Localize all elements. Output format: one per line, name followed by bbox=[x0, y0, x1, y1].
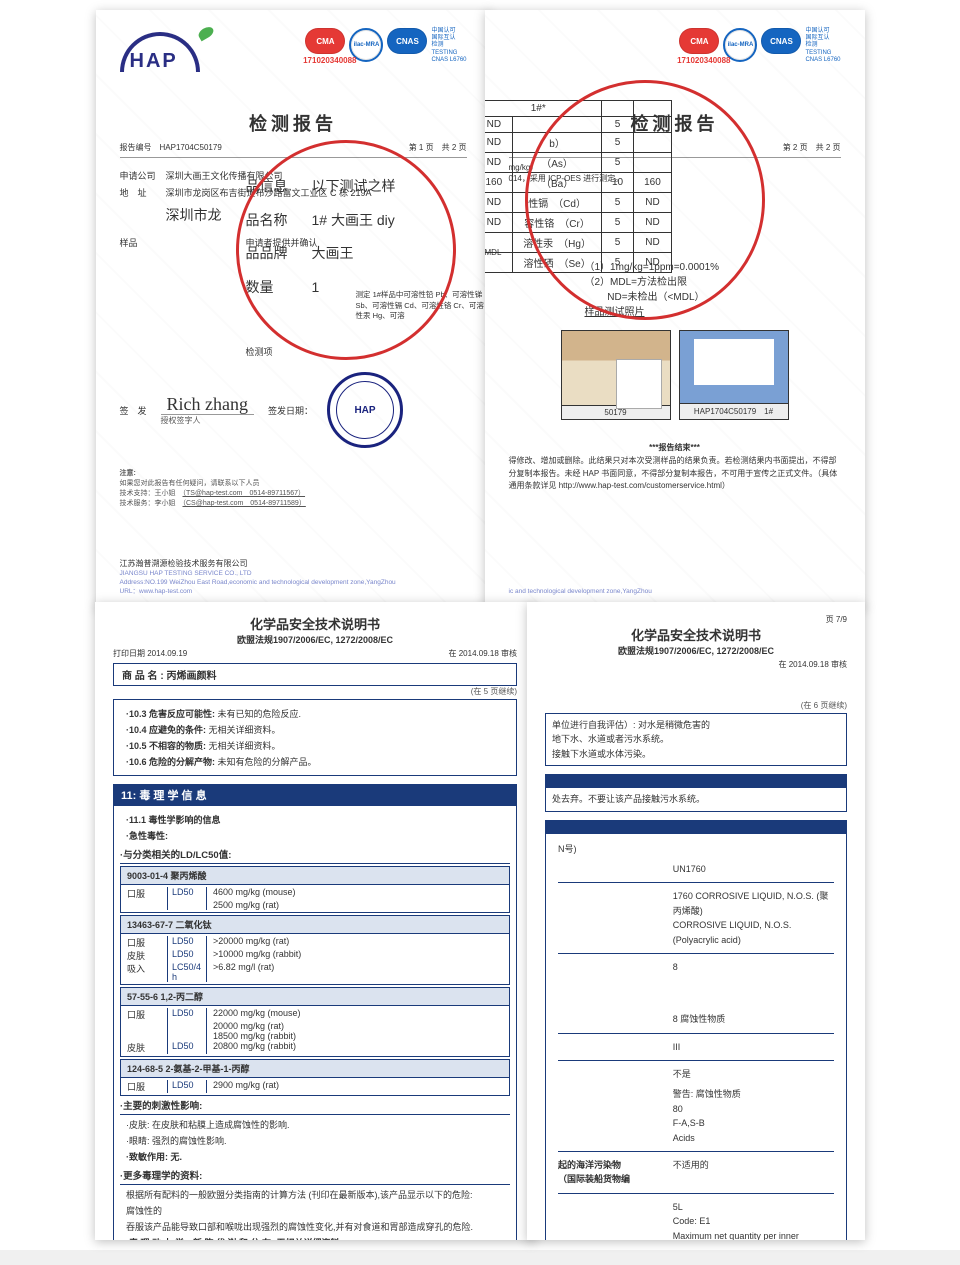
report-page-1: HAP CMA ilac-MRA CNAS 中国认可 国际互认 检测 TESTI… bbox=[96, 10, 491, 608]
signature: Rich zhang bbox=[161, 394, 254, 415]
page-indicator: 第 2 页 共 2 页 bbox=[783, 142, 841, 153]
msds-page-right: 页 7/9 化学品安全技术说明书 欧盟法规1907/2006/EC, 1272/… bbox=[527, 602, 865, 1240]
review-date: 在 2014.09.18 审核 bbox=[779, 659, 847, 670]
cma-badge: CMA bbox=[305, 28, 345, 54]
section-bar bbox=[545, 820, 847, 834]
signature-row: 签 发 Rich zhang 授权签字人 签发日期： HAP bbox=[120, 372, 467, 448]
msds-sub: 欧盟法规1907/2006/EC, 1272/2008/EC bbox=[545, 644, 847, 657]
ldlc-header: ·与分类相关的LD/LC50值: bbox=[120, 845, 510, 864]
mdl-label: MDL bbox=[485, 248, 502, 257]
end-note: ***报告结束*** 得修改、增加或删除。此结果只对本次受测样品的结果负责。若检… bbox=[509, 442, 841, 493]
product-bar: 商 品 名 : 丙烯画颜料 bbox=[113, 663, 517, 686]
footer-block: 江苏瀚普溯源检验技术服务有限公司 JIANGSU HAP TESTING SER… bbox=[120, 558, 467, 596]
cas-57-55-6: 57-55-6 1,2-丙二醇 口服LD5022000 mg/kg (mouse… bbox=[120, 987, 510, 1057]
report-notes: 注意: 如果您对此报告有任何疑问，请联系以下人员 技术支持：王小姐 （TS@ha… bbox=[120, 468, 467, 508]
accred-number: 171020340088 bbox=[303, 56, 356, 65]
page-indicator: 第 1 页 共 2 页 bbox=[409, 142, 467, 153]
page-cont-6: (在 6 页继续) bbox=[545, 700, 847, 711]
accred-number: 171020340088 bbox=[677, 56, 730, 65]
report-title: 检测报告 bbox=[120, 110, 467, 136]
print-date: 打印日期 2014.09.19 bbox=[113, 648, 187, 659]
cas-13463-67-7: 13463-67-7 二氧化钛 口服LD50>20000 mg/kg (rat)… bbox=[120, 915, 510, 985]
review-date: 在 2014.09.18 审核 bbox=[449, 648, 517, 659]
legend: （1）1mg/kg=1ppm=0.0001% （2）MDL=方法检出限 ND=未… bbox=[585, 260, 720, 320]
sign-caption: 授权签字人 bbox=[161, 416, 201, 425]
magnified-info: 品信息以下测试之样 品名称1# 大画王 diy 品品牌大画王 数量1 bbox=[246, 170, 466, 304]
page-number: 页 7/9 bbox=[545, 614, 847, 625]
hap-logo: HAP bbox=[120, 32, 208, 80]
page-cont-5: (在 5 页继续) bbox=[113, 686, 517, 697]
test-desc: 测定 1#样品中可溶性铅 Pb、可溶性锑 Sb、可溶性镉 Cd、可溶性铬 Cr、… bbox=[356, 290, 486, 322]
msds-title: 化学品安全技术说明书 bbox=[113, 614, 517, 633]
cas-9003-01-4: 9003-01-4 聚丙烯酸 口服LD504600 mg/kg (mouse) … bbox=[120, 866, 510, 913]
eco-block: 单位进行自我评估）: 对水是稍微危害的 地下水、水道或者污水系统。 接触下水道或… bbox=[545, 713, 847, 766]
photo-1: 50179 bbox=[561, 330, 671, 420]
sign-label: 签 发 bbox=[120, 404, 147, 417]
transport-table: N号) UN1760 1760 CORROSIVE LIQUID, N.O.S.… bbox=[552, 838, 840, 1240]
cas-124-68-5: 124-68-5 2-氨基-2-甲基-1-丙醇 口服LD502900 mg/kg… bbox=[120, 1059, 510, 1096]
section-11-title: 11: 毒 理 学 信 息 bbox=[113, 784, 517, 806]
results-table: 1#* ND5 NDb）5 ND（As）5 160（Ba）10160 ND性镉 … bbox=[485, 100, 672, 273]
report-page-2: CMA ilac-MRA CNAS 中国认可 国际互认 检测 TESTING C… bbox=[485, 10, 865, 608]
addr-label: 地 址 bbox=[120, 185, 166, 202]
photo-2: HAP1704C50179 1# bbox=[679, 330, 789, 420]
cert-text: 中国认可 国际互认 检测 TESTING CNAS L6760 bbox=[431, 28, 466, 64]
sample-photos: 50179 HAP1704C50179 1# bbox=[561, 330, 789, 420]
section-bar bbox=[545, 774, 847, 788]
cma-badge: CMA bbox=[679, 28, 719, 54]
msds-page-left: 化学品安全技术说明书 欧盟法规1907/2006/EC, 1272/2008/E… bbox=[95, 602, 535, 1240]
date-label: 签发日期： bbox=[268, 404, 313, 417]
report-no: HAP1704C50179 bbox=[160, 143, 222, 152]
hap-stamp-icon: HAP bbox=[327, 372, 403, 448]
msds-sub: 欧盟法规1907/2006/EC, 1272/2008/EC bbox=[113, 633, 517, 646]
sample-label: 样品 bbox=[120, 235, 166, 252]
msds-title: 化学品安全技术说明书 bbox=[545, 625, 847, 644]
cnas-badge: CNAS bbox=[761, 28, 801, 54]
addr-line2: 深圳市龙 bbox=[166, 207, 222, 223]
cnas-badge: CNAS bbox=[387, 28, 427, 54]
check-label: 检测项 bbox=[246, 345, 273, 358]
cert-text: 中国认可 国际互认 检测 TESTING CNAS L6760 bbox=[805, 28, 840, 64]
company-label: 申请公司 bbox=[120, 168, 166, 185]
report-no-label: 报告编号 bbox=[120, 143, 152, 152]
footer-block: ic and technological development zone,Ya… bbox=[509, 587, 841, 596]
